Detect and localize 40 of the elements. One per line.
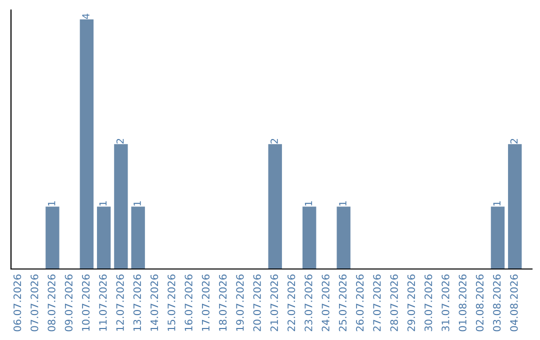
data-label: 1 [339, 201, 346, 206]
x-tick-label: 27.07.2026 [373, 274, 381, 332]
x-tick-label: 22.07.2026 [287, 274, 296, 332]
x-tick-label: 06.07.2026 [13, 274, 22, 332]
data-label: 1 [134, 201, 141, 206]
x-tick-label: 14.07.2026 [150, 274, 158, 331]
x-tick-label: 15.07.2026 [168, 274, 176, 331]
x-tick-label: 10.07.2026 [82, 274, 90, 331]
x-tick-label: 02.08.2026 [476, 274, 484, 332]
x-tick-label: 21.07.2026 [270, 274, 278, 332]
x-tick-label: 24.07.2026 [322, 274, 330, 332]
data-label: 4 [82, 14, 90, 19]
x-tick-label: 03.08.2026 [493, 274, 501, 332]
x-tick-label: 29.07.2026 [407, 274, 416, 332]
x-tick-label: 30.07.2026 [424, 274, 432, 332]
x-tick-label: 01.08.2026 [458, 274, 466, 332]
data-label: 1 [304, 201, 312, 206]
data-label: 2 [116, 138, 124, 144]
x-tick-label: 12.07.2026 [116, 274, 124, 331]
data-label: 1 [48, 201, 56, 206]
x-tick-label: 20.07.2026 [253, 274, 261, 332]
x-tick-label: 17.07.2026 [202, 274, 210, 331]
x-tick-label: 18.07.2026 [218, 274, 227, 331]
x-tick-label: 28.07.2026 [390, 274, 398, 332]
x-tick-label: 04.08.2026 [510, 274, 518, 332]
data-label: 2 [270, 138, 278, 144]
data-label: 1 [99, 201, 107, 206]
x-tick-label: 09.07.2026 [64, 274, 73, 332]
x-tick-label: 26.07.2026 [356, 274, 364, 332]
data-label: 2 [510, 138, 518, 144]
x-tick-label: 25.07.2026 [338, 274, 347, 332]
x-tick-label: 19.07.2026 [236, 274, 244, 331]
x-tick-label: 11.07.2026 [99, 274, 107, 331]
x-tick-label: 07.07.2026 [30, 274, 38, 332]
data-label: 1 [493, 201, 500, 206]
x-tick-label: 16.07.2026 [184, 274, 192, 331]
x-tick-label: 31.07.2026 [442, 274, 450, 332]
x-tick-label: 08.07.2026 [48, 274, 56, 332]
x-tick-label: 13.07.2026 [133, 274, 142, 331]
x-tick-label: 23.07.2026 [304, 274, 312, 332]
